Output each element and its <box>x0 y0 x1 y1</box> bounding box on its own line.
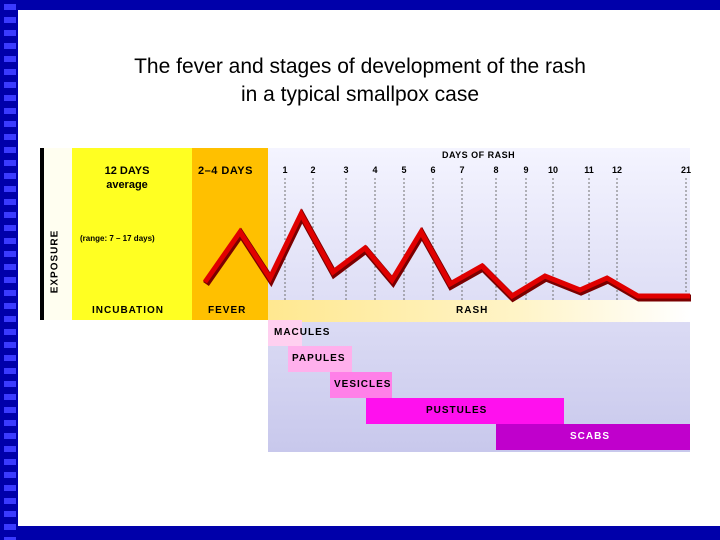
fever-period: 2–4 DAYS FEVER <box>192 148 268 320</box>
incubation-duration-sub: average <box>106 179 148 191</box>
stripe <box>4 69 16 75</box>
stage-papules-label: PAPULES <box>292 353 346 364</box>
incubation-range: (range: 7 – 17 days) <box>80 234 155 243</box>
stage-vesicles-label: VESICLES <box>334 379 392 390</box>
stage-scabs-label: SCABS <box>570 431 611 442</box>
stripe <box>4 4 16 10</box>
day-label: 11 <box>584 165 594 175</box>
stripe <box>4 17 16 23</box>
stripe <box>4 147 16 153</box>
days-of-rash-header: DAYS OF RASH <box>442 150 516 160</box>
stripe <box>4 290 16 296</box>
stripe <box>4 498 16 504</box>
day-label: 12 <box>612 165 622 175</box>
stripe <box>4 394 16 400</box>
stripe <box>4 186 16 192</box>
stripe <box>4 407 16 413</box>
incubation-period: 12 DAYS average (range: 7 – 17 days) INC… <box>72 148 192 320</box>
stripe <box>4 251 16 257</box>
incubation-duration: 12 DAYS <box>104 165 150 177</box>
stripe <box>4 355 16 361</box>
stripe <box>4 134 16 140</box>
stripe <box>4 303 16 309</box>
day-label: 9 <box>523 165 528 175</box>
fever-label: FEVER <box>208 305 247 316</box>
stripe <box>4 56 16 62</box>
day-label: 21 <box>681 165 691 175</box>
stripe <box>4 121 16 127</box>
stripe <box>4 173 16 179</box>
day-label: 6 <box>430 165 435 175</box>
day-label: 3 <box>343 165 348 175</box>
stripe <box>4 342 16 348</box>
fever-curve <box>202 208 690 300</box>
stripe <box>4 43 16 49</box>
stripe <box>4 459 16 465</box>
fever-duration: 2–4 DAYS <box>198 165 253 177</box>
incubation-label: INCUBATION <box>92 305 165 316</box>
stripe <box>4 225 16 231</box>
rash-band: RASH <box>268 300 690 322</box>
stripe <box>4 82 16 88</box>
stripe <box>4 95 16 101</box>
stripe <box>4 446 16 452</box>
stage-papules: PAPULES <box>288 346 352 372</box>
decorative-stripes <box>4 4 16 540</box>
stripe <box>4 381 16 387</box>
stripe <box>4 108 16 114</box>
stripe <box>4 433 16 439</box>
stripe <box>4 537 16 540</box>
stripe <box>4 238 16 244</box>
stripe <box>4 511 16 517</box>
day-label: 1 <box>282 165 287 175</box>
stage-scabs: SCABS <box>496 424 690 450</box>
stripe <box>4 316 16 322</box>
stage-pustules-label: PUSTULES <box>426 405 488 416</box>
page-title: The fever and stages of development of t… <box>134 55 586 106</box>
stripe <box>4 524 16 530</box>
day-label: 4 <box>372 165 377 175</box>
stripe <box>4 212 16 218</box>
stripe <box>4 420 16 426</box>
day-label: 7 <box>459 165 464 175</box>
exposure-marker <box>40 148 44 320</box>
stripe <box>4 30 16 36</box>
stripe <box>4 160 16 166</box>
stripe <box>4 472 16 478</box>
stage-pustules: PUSTULES <box>366 398 564 424</box>
stripe <box>4 329 16 335</box>
stage-vesicles: VESICLES <box>330 372 392 398</box>
stripe <box>4 485 16 491</box>
day-label: 10 <box>548 165 558 175</box>
day-label: 8 <box>493 165 498 175</box>
stripe <box>4 264 16 270</box>
day-label: 2 <box>310 165 315 175</box>
stripe <box>4 368 16 374</box>
day-label: 5 <box>401 165 406 175</box>
rash-label: RASH <box>456 305 489 316</box>
stripe <box>4 199 16 205</box>
stripe <box>4 277 16 283</box>
stage-macules: MACULES <box>268 320 329 346</box>
stage-macules-label: MACULES <box>274 327 331 338</box>
